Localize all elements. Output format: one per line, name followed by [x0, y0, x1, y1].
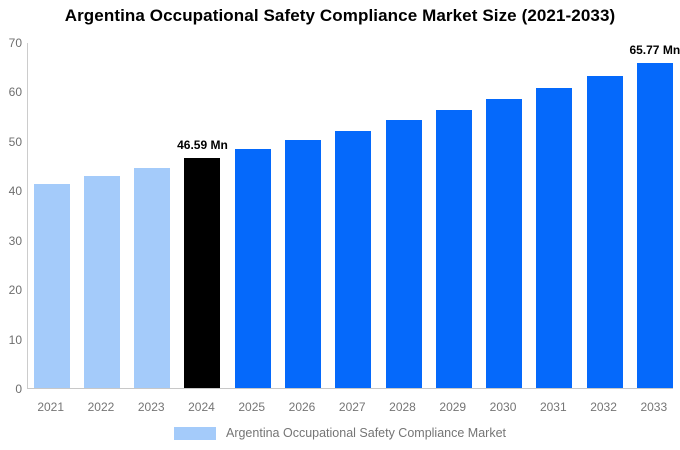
x-axis-label-2030: 2030 — [489, 400, 517, 414]
x-axis-label-2022: 2022 — [87, 400, 115, 414]
legend-swatch-icon — [173, 426, 216, 440]
y-axis-tick-label: 70 — [8, 36, 22, 50]
x-axis-label-2032: 2032 — [590, 400, 617, 414]
bar-2028[interactable] — [385, 120, 422, 388]
x-axis-label-2027: 2027 — [338, 400, 366, 414]
bar-2027[interactable] — [335, 130, 372, 388]
legend: Argentina Occupational Safety Compliance… — [0, 426, 680, 440]
x-axis-label-2026: 2026 — [288, 400, 316, 414]
x-axis-label-2023: 2023 — [137, 400, 165, 414]
x-axis-label-2024: 2024 — [188, 400, 215, 414]
x-axis-label-2031: 2031 — [539, 400, 567, 414]
bar-2024[interactable] — [184, 157, 221, 388]
bar-value-label-2024: 46.59 Mn — [177, 137, 228, 152]
x-axis-label-2029: 2029 — [439, 400, 467, 414]
x-axis-label-2021: 2021 — [37, 400, 65, 414]
bar-2026[interactable] — [285, 140, 321, 388]
x-axis-label-2033: 2033 — [640, 400, 668, 414]
y-axis-tick-label: 10 — [8, 332, 22, 347]
bar-2030[interactable] — [486, 99, 523, 388]
bar-2032[interactable] — [586, 76, 623, 388]
chart-title: Argentina Occupational Safety Compliance… — [64, 6, 616, 25]
x-axis-label-2028: 2028 — [389, 400, 416, 414]
bar-2021[interactable] — [33, 183, 70, 388]
bar-2033[interactable] — [636, 62, 673, 388]
y-axis-tick-label: 30 — [8, 233, 22, 248]
y-axis-tick-label: 0 — [15, 382, 22, 396]
bar-2031[interactable] — [536, 87, 573, 388]
bar-2022[interactable] — [83, 175, 120, 388]
x-axis-label-2025: 2025 — [238, 400, 266, 414]
legend-label: Argentina Occupational Safety Compliance… — [225, 426, 506, 440]
bar-2023[interactable] — [134, 167, 171, 388]
plot-area: 46.59 Mn 65.77 Mn — [27, 43, 680, 389]
bar-value-label-2033: 65.77 Mn — [629, 42, 680, 57]
y-axis-tick-label: 20 — [8, 283, 22, 298]
bar-2029[interactable] — [435, 109, 472, 388]
y-axis-tick-label: 60 — [8, 85, 22, 100]
y-axis-tick-label: 40 — [8, 184, 22, 199]
y-axis-tick-label: 50 — [8, 134, 22, 149]
bar-2025[interactable] — [234, 149, 271, 388]
